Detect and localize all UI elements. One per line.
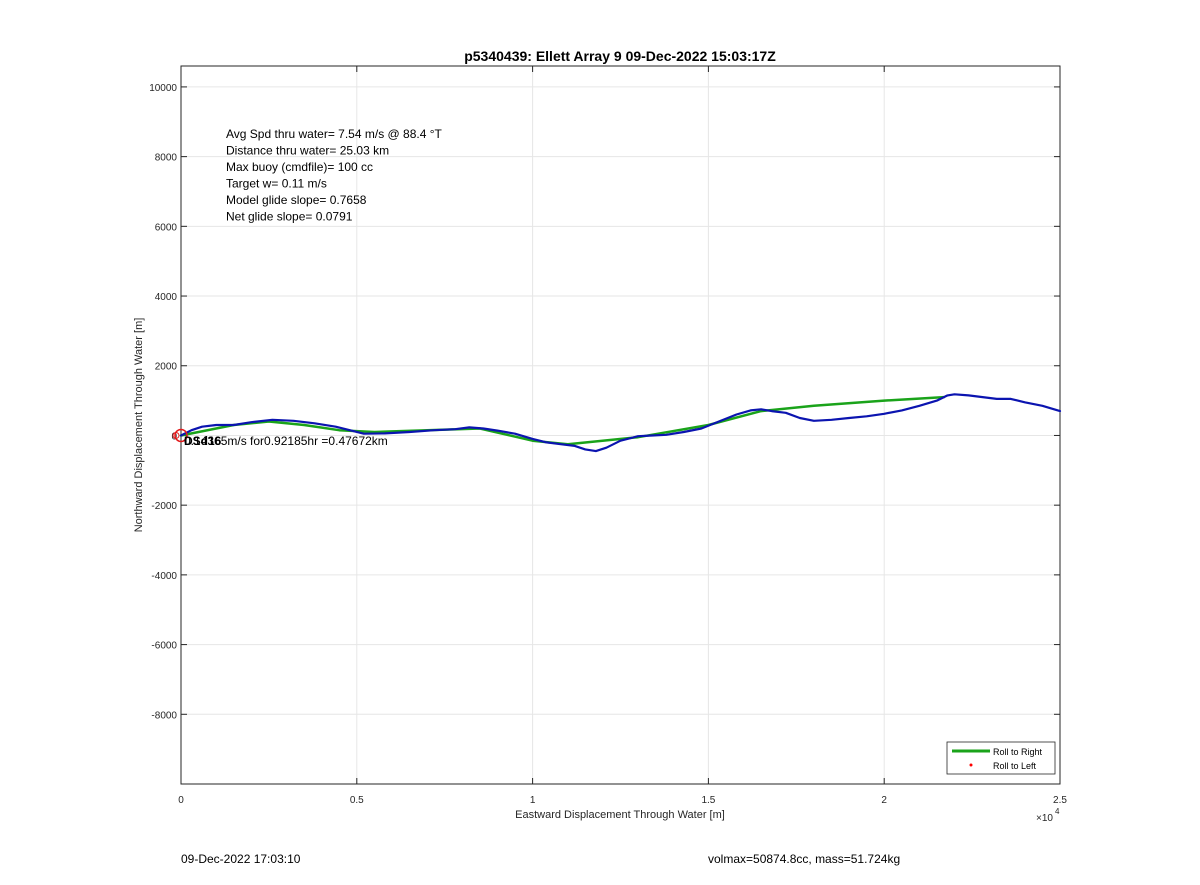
x-axis-label: Eastward Displacement Through Water [m]: [515, 809, 725, 821]
start-marker-circle: [174, 428, 188, 443]
x-tick-label: 2.5: [1053, 795, 1067, 806]
annotation-line: Model glide slope= 0.7658: [226, 193, 367, 207]
legend-roll-right-label: Roll to Right: [993, 747, 1043, 757]
x-exponent-base: ×10: [1036, 813, 1053, 824]
y-tick-label: -6000: [151, 641, 177, 652]
annotation-line: Avg Spd thru water= 7.54 m/s @ 88.4 °T: [226, 127, 443, 141]
x-tick-label: 0: [178, 795, 184, 806]
annotation-line: Net glide slope= 0.0791: [226, 210, 353, 224]
y-tick-label: 2000: [155, 362, 178, 373]
y-tick-label: 4000: [155, 292, 178, 303]
data-series: [179, 393, 1062, 453]
x-tick-label: 2: [881, 795, 887, 806]
series-roll-right-line: [179, 395, 946, 446]
y-axis-label: Northward Displacement Through Water [m]: [133, 318, 145, 533]
x-tick-label: 1.5: [701, 795, 715, 806]
y-tick-label: 8000: [155, 153, 178, 164]
start-markers: [172, 428, 188, 443]
x-exponent-power: 4: [1055, 807, 1060, 816]
x-exponent-label: ×10 4: [1036, 807, 1060, 824]
legend-box: [946, 741, 1056, 775]
footer-mass-info: volmax=50874.8cc, mass=51.724kg: [708, 852, 901, 866]
legend: Roll to Right Roll to Left: [946, 741, 1056, 775]
point-label-overlap: DSd16: [184, 434, 222, 448]
x-tick-label: 1: [530, 795, 536, 806]
series-track-line: [179, 393, 1062, 453]
annotation-line: Max buoy (cmdfile)= 100 cc: [226, 160, 373, 174]
annotation-line: Distance thru water= 25.03 km: [226, 144, 389, 158]
y-tick-label: -4000: [151, 571, 177, 582]
legend-roll-left-label: Roll to Left: [993, 761, 1037, 771]
y-tick-label: 10000: [149, 83, 177, 94]
y-tick-label: -8000: [151, 710, 177, 721]
y-tick-label: -2000: [151, 501, 177, 512]
annotation-block: Avg Spd thru water= 7.54 m/s @ 88.4 °T Di…: [226, 127, 443, 224]
point-label: 0.14365m/s for0.92185hr =0.47672km: [184, 434, 388, 448]
chart-title: p5340439: Ellett Array 9 09-Dec-2022 15:…: [464, 48, 776, 64]
x-tick-label: 0.5: [350, 795, 364, 806]
axis-ticks: 0 0.5 1 1.5 2 2.5-8000-6000-4000-200002000400…: [149, 66, 1067, 806]
plot-area-frame: [180, 65, 1061, 785]
footer-timestamp: 09-Dec-2022 17:03:10: [181, 852, 301, 866]
start-marker-circle-small: [172, 431, 180, 439]
legend-roll-left-swatch: [969, 763, 973, 767]
y-tick-label: 6000: [155, 222, 178, 233]
annotation-line: Target w= 0.11 m/s: [226, 177, 327, 191]
